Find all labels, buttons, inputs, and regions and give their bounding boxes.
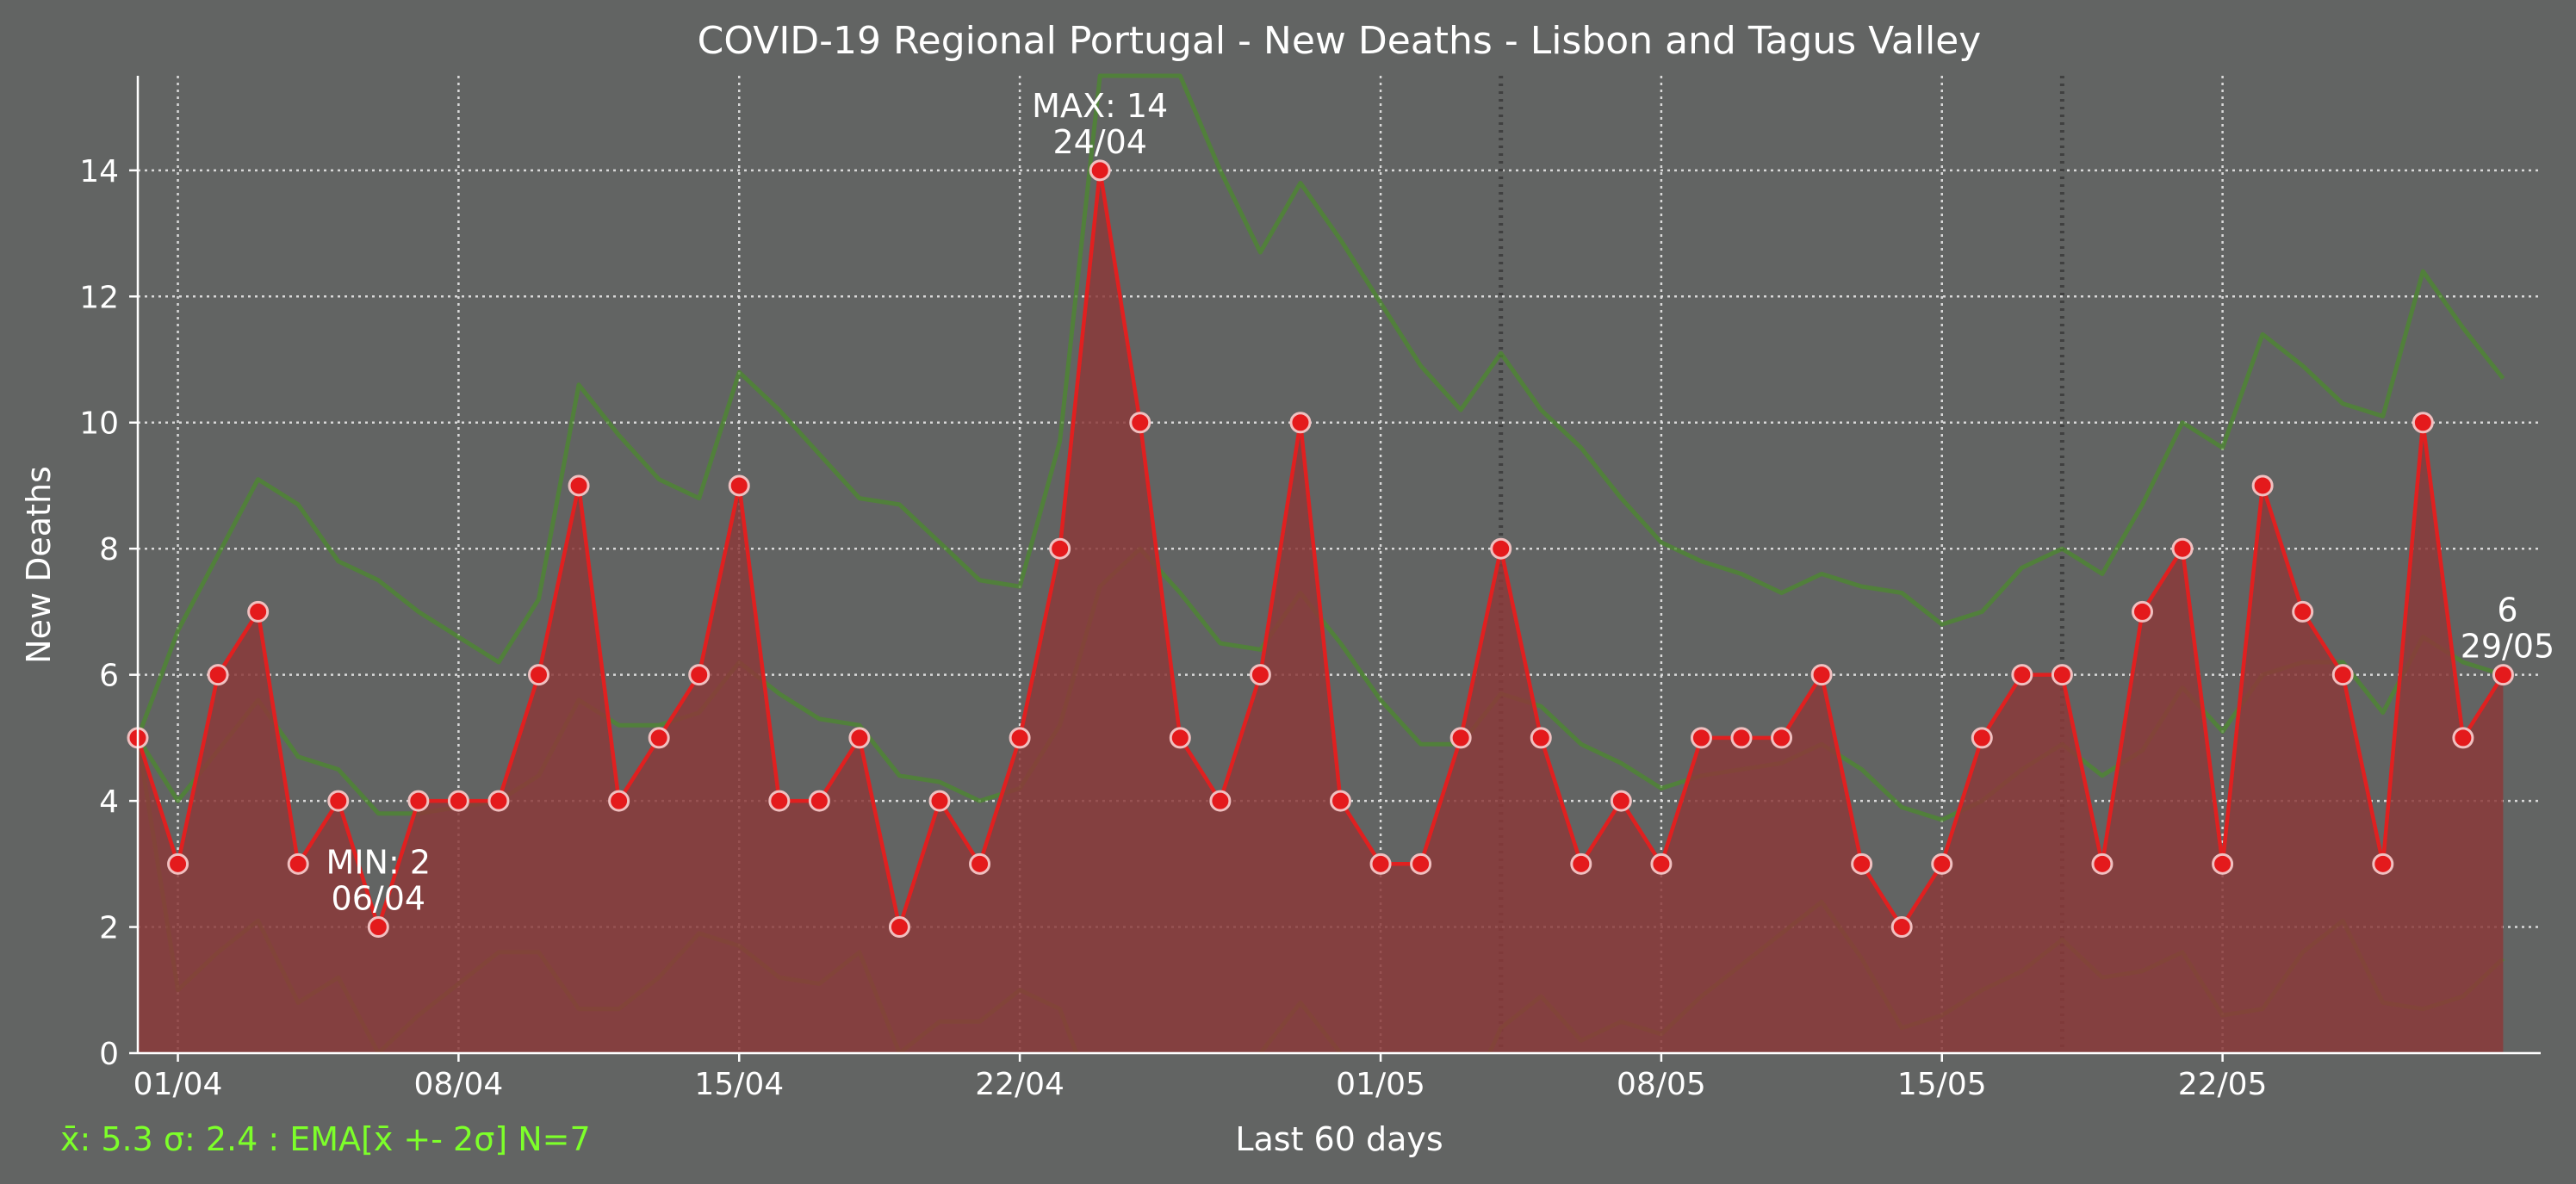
data-point [608, 790, 630, 812]
annotation-label: MIN: 2 [326, 844, 431, 882]
data-point [1810, 664, 1833, 686]
data-point [1169, 727, 1191, 749]
data-point [568, 474, 590, 497]
data-point [2412, 412, 2434, 434]
data-point [1009, 727, 1031, 749]
data-point [1410, 852, 1432, 875]
x-tick-label: 15/05 [1897, 1067, 1987, 1102]
data-point [2011, 664, 2033, 686]
data-point [688, 664, 711, 686]
data-point [447, 790, 469, 812]
x-tick-label: 01/05 [1336, 1067, 1425, 1102]
data-point [1449, 727, 1472, 749]
upper-band-line [135, 73, 2505, 739]
series-line [135, 168, 2505, 929]
y-tick-label: 0 [99, 1037, 119, 1072]
data-point [848, 727, 871, 749]
data-point [808, 790, 830, 812]
data-point [1129, 412, 1151, 434]
x-axis-label: Last 60 days [1235, 1120, 1443, 1158]
x-tick-label: 22/04 [975, 1067, 1065, 1102]
data-point [1570, 852, 1592, 875]
data-point [1049, 537, 1071, 560]
data-point [2372, 852, 2394, 875]
data-point [2331, 664, 2354, 686]
data-point [2051, 664, 2073, 686]
data-point [1650, 852, 1673, 875]
data-point [367, 916, 389, 939]
y-tick-label: 8 [99, 532, 119, 567]
y-tick-label: 14 [79, 154, 119, 189]
y-tick-label: 4 [99, 784, 119, 820]
data-point [2171, 537, 2194, 560]
data-point [327, 790, 350, 812]
x-tick-label: 22/05 [2178, 1067, 2268, 1102]
data-point [2212, 852, 2234, 875]
data-point [1730, 727, 1753, 749]
annotation-label: 29/05 [2461, 628, 2555, 666]
data-point [2251, 474, 2274, 497]
data-point [888, 916, 910, 939]
y-tick-label: 12 [79, 280, 119, 315]
data-point [167, 852, 189, 875]
data-point [1530, 727, 1552, 749]
data-point [1771, 727, 1793, 749]
data-point [1931, 852, 1953, 875]
data-point [1851, 852, 1873, 875]
data-point [969, 852, 991, 875]
data-point [247, 600, 270, 623]
y-axis-label: New Deaths [20, 466, 58, 664]
data-point [1209, 790, 1232, 812]
data-point [928, 790, 951, 812]
x-tick-label: 01/04 [133, 1067, 223, 1102]
data-point [1890, 916, 1913, 939]
data-point [487, 790, 510, 812]
data-point [2091, 852, 2114, 875]
series-path [135, 168, 2505, 929]
data-point [2132, 600, 2153, 623]
annotation-label: 06/04 [332, 880, 426, 918]
x-tick-label: 15/04 [694, 1067, 784, 1102]
y-tick-label: 2 [99, 911, 119, 946]
stats-footer: x̄: 5.3 σ: 2.4 : EMA[x̄ +- 2σ] N=7 [60, 1120, 591, 1158]
data-point [528, 664, 549, 686]
x-tick-label: 08/05 [1617, 1067, 1706, 1102]
y-tick-label: 10 [79, 406, 119, 442]
data-point [1690, 727, 1712, 749]
data-point [287, 852, 309, 875]
data-points [127, 159, 2514, 939]
y-tick-label: 6 [99, 659, 119, 694]
data-point [1289, 412, 1312, 434]
data-point [1610, 790, 1632, 812]
data-point [648, 727, 670, 749]
data-point [1249, 664, 1271, 686]
data-point [2292, 600, 2314, 623]
data-point [2452, 727, 2474, 749]
data-point [1369, 852, 1392, 875]
data-point [1089, 159, 1111, 182]
data-point [207, 664, 229, 686]
annotation-label: 24/04 [1052, 123, 1147, 161]
annotation-label: 6 [2497, 592, 2517, 629]
data-point [768, 790, 791, 812]
data-point [407, 790, 430, 812]
data-point [1490, 537, 1512, 560]
tick-labels: 0 2 4 6 8 10 12 14 01/04 08/04 15/04 22/04 01/05 08/0… [79, 154, 2267, 1102]
data-point [2492, 664, 2514, 686]
data-point [1971, 727, 1993, 749]
axes [129, 76, 2541, 1062]
data-point [1330, 790, 1351, 812]
chart-title: COVID-19 Regional Portugal - New Deaths … [698, 19, 1982, 63]
x-tick-label: 08/04 [414, 1067, 504, 1102]
data-point [728, 474, 750, 497]
annotation-label: MAX: 14 [1032, 87, 1168, 125]
